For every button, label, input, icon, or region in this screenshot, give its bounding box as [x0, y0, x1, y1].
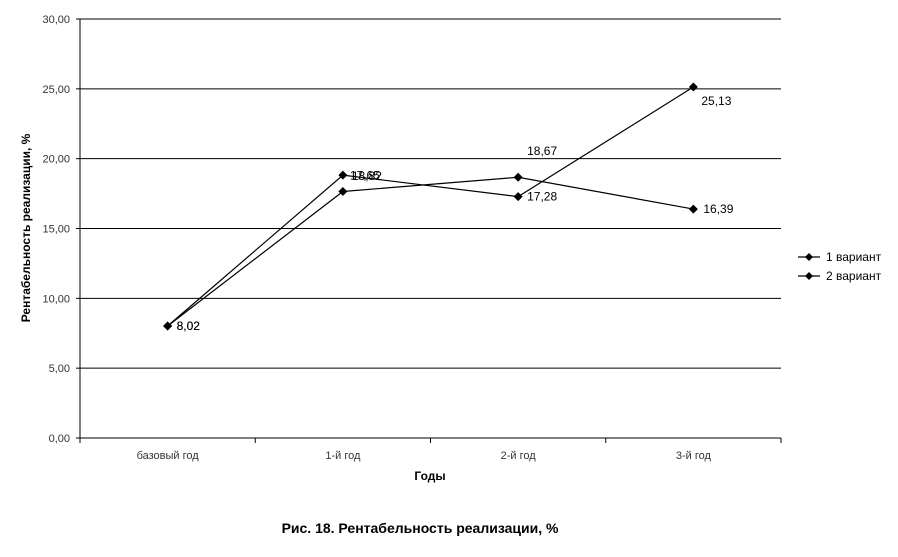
y-tick-label: 30,00 — [42, 14, 70, 26]
data-label: 18,67 — [527, 144, 557, 158]
y-tick-label: 10,00 — [42, 293, 70, 305]
data-label: 8,02 — [177, 319, 201, 333]
data-label: 16,39 — [703, 202, 733, 216]
data-point-marker — [338, 170, 348, 180]
data-label: 17,65 — [350, 168, 380, 182]
gridlines — [80, 18, 781, 369]
legend-label: 1 вариант — [826, 250, 882, 264]
data-point-marker — [338, 186, 348, 196]
data-point-marker — [163, 321, 173, 331]
y-tick-label: 25,00 — [42, 84, 70, 96]
y-tick-label: 5,00 — [49, 363, 70, 375]
series-line-2 — [167, 176, 694, 327]
y-tick-label: 0,00 — [49, 433, 70, 445]
y-tick-labels: 0,00 5,00 10,00 15,00 20,00 25,00 30,00 — [42, 14, 70, 445]
data-point-marker — [688, 204, 698, 214]
legend-marker — [805, 272, 813, 280]
data-label: 25,13 — [701, 94, 731, 108]
data-label: 18,82 — [352, 169, 382, 183]
legend-label: 2 вариант — [826, 269, 882, 283]
axes — [76, 18, 782, 443]
y-tick-label: 15,00 — [42, 224, 70, 236]
y-tick-label: 20,00 — [42, 154, 70, 166]
data-point-marker — [688, 82, 698, 92]
x-axis-title: Годы — [414, 469, 445, 483]
data-label: 17,28 — [527, 190, 557, 204]
x-tick-label: базовый год — [137, 450, 200, 462]
data-point-marker — [513, 192, 523, 202]
series-lines — [163, 82, 698, 331]
x-tick-labels: базовый год 1-й год 2-й год 3-й год — [137, 450, 712, 462]
x-tick-label: 1-й год — [325, 450, 361, 462]
legend: 1 вариант 2 вариант — [798, 250, 882, 283]
x-tick-label: 2-й год — [501, 450, 537, 462]
series-line-1 — [167, 86, 694, 327]
data-point-marker — [513, 172, 523, 182]
y-axis-title: Рентабельность реализации, % — [19, 133, 33, 322]
figure-caption: Рис. 18. Рентабельность реализации, % — [281, 520, 559, 536]
data-label: 8,02 — [177, 319, 201, 333]
legend-marker — [805, 253, 813, 261]
x-tick-label: 3-й год — [676, 450, 712, 462]
